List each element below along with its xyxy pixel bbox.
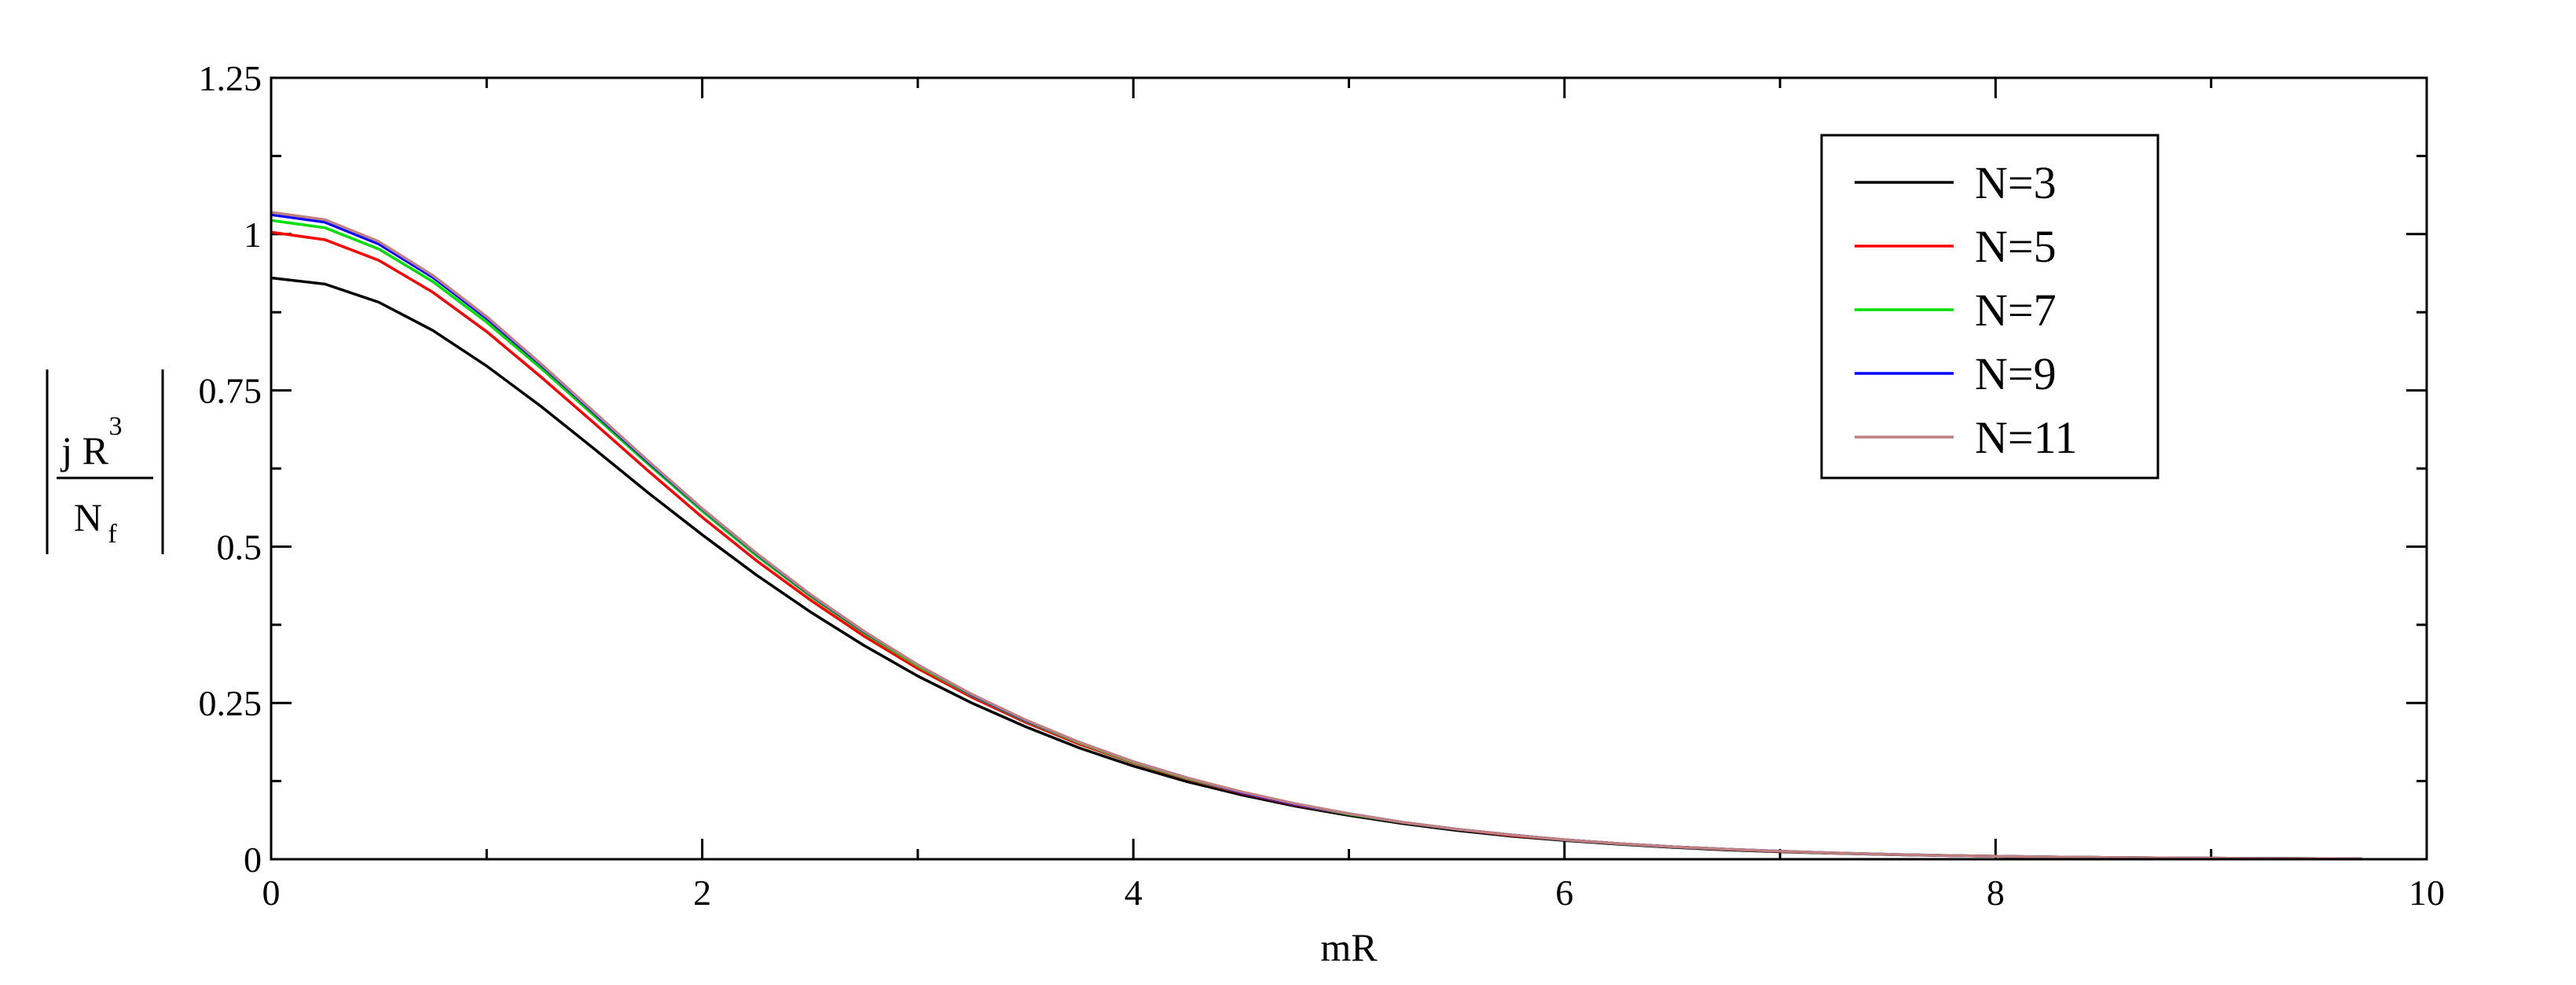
legend: N=3 N=5 N=7 N=9 N=11 bbox=[1820, 134, 2160, 480]
legend-item: N=9 bbox=[1855, 348, 2057, 399]
y-tick-label: 0.5 bbox=[217, 527, 262, 567]
x-axis-label: mR bbox=[1320, 925, 1378, 969]
legend-label: N=9 bbox=[1975, 348, 2057, 399]
tick-labels: 0 2 4 6 8 10 0 0.25 0.5 0.75 1 1.25 bbox=[199, 58, 2446, 913]
y-tick-label: 0.25 bbox=[199, 683, 262, 723]
legend-label: N=11 bbox=[1975, 412, 2077, 463]
plot-frame bbox=[270, 76, 2428, 861]
y-label-denominator: N bbox=[74, 495, 102, 539]
y-label-subscript: f bbox=[108, 520, 117, 549]
legend-label: N=5 bbox=[1975, 221, 2057, 272]
legend-item: N=3 bbox=[1855, 157, 2057, 208]
x-tick-label: 10 bbox=[2409, 873, 2445, 913]
series-line-n-11 bbox=[270, 211, 2362, 861]
legend-box bbox=[1820, 134, 2160, 480]
x-tick-label: 8 bbox=[1987, 873, 2005, 913]
legend-label: N=3 bbox=[1975, 157, 2057, 208]
legend-item: N=7 bbox=[1855, 285, 2057, 336]
y-label-exponent: 3 bbox=[109, 412, 123, 441]
y-tick-label: 0 bbox=[244, 840, 262, 880]
legend-item: N=11 bbox=[1855, 412, 2077, 463]
y-tick-label: 1.25 bbox=[199, 58, 262, 98]
y-tick-label: 1 bbox=[244, 215, 262, 255]
x-tick-label: 6 bbox=[1555, 873, 1573, 913]
x-tick-label: 4 bbox=[1125, 873, 1143, 913]
series-lines bbox=[270, 211, 2362, 861]
x-tick-label: 2 bbox=[693, 873, 711, 913]
y-tick-label: 0.75 bbox=[199, 371, 262, 411]
x-tick-label: 0 bbox=[262, 873, 281, 913]
y-label-numerator: j R bbox=[60, 428, 108, 472]
legend-item: N=5 bbox=[1855, 221, 2057, 272]
legend-label: N=7 bbox=[1975, 285, 2057, 336]
y-axis-label: j R 3 N f bbox=[46, 369, 164, 554]
